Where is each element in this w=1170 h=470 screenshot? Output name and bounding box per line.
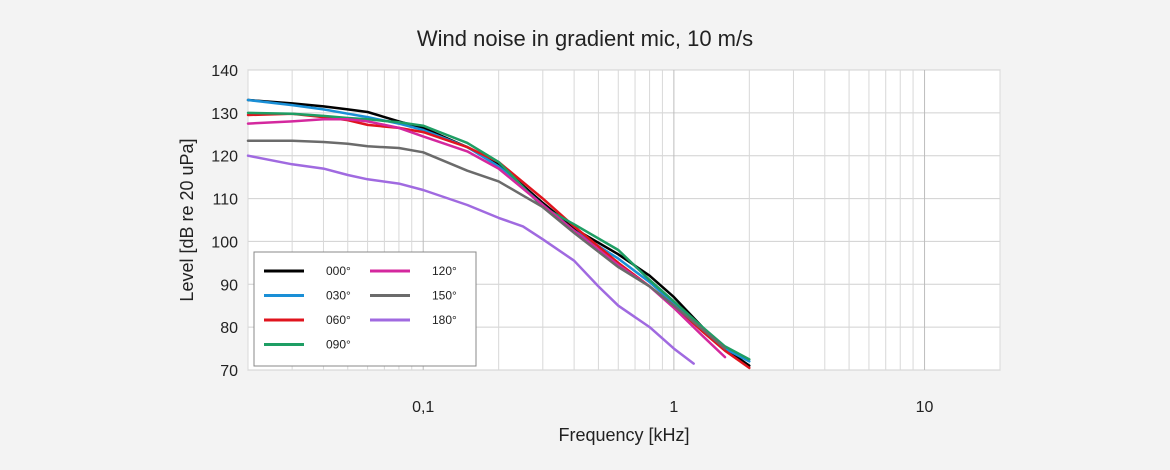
series-layer xyxy=(246,98,751,370)
y-tick-label: 130 xyxy=(211,106,238,123)
series-line-3 xyxy=(246,111,751,361)
y-tick-label: 90 xyxy=(220,277,238,294)
y-tick-label: 120 xyxy=(211,149,238,166)
legend-label: 150° xyxy=(432,289,457,303)
x-tick-label: 0,1 xyxy=(412,399,434,416)
legend-label: 090° xyxy=(326,338,351,352)
x-tick-label: 10 xyxy=(916,399,934,416)
legend-label: 000° xyxy=(326,264,351,278)
series-line-5 xyxy=(246,139,727,350)
series-line-6 xyxy=(246,154,695,365)
y-tick-label: 140 xyxy=(211,63,238,80)
x-axis-label: Frequency [kHz] xyxy=(558,425,689,445)
legend-label: 180° xyxy=(432,313,457,327)
x-tick-label: 1 xyxy=(669,399,678,416)
y-axis-label: Level [dB re 20 uPa] xyxy=(177,138,197,301)
y-tick-label: 80 xyxy=(220,320,238,337)
y-tick-label: 100 xyxy=(211,234,238,251)
y-tick-label: 110 xyxy=(212,192,238,209)
series-line-0 xyxy=(246,98,751,367)
legend-label: 030° xyxy=(326,289,351,303)
y-tick-label: 70 xyxy=(220,363,238,380)
chart-title: Wind noise in gradient mic, 10 m/s xyxy=(417,26,753,51)
legend: 000° 030° 060° 090° 120° 150° 180° xyxy=(253,251,477,367)
grid-lines xyxy=(247,69,1001,371)
legend-label: 060° xyxy=(326,313,351,327)
legend-label: 120° xyxy=(432,264,457,278)
